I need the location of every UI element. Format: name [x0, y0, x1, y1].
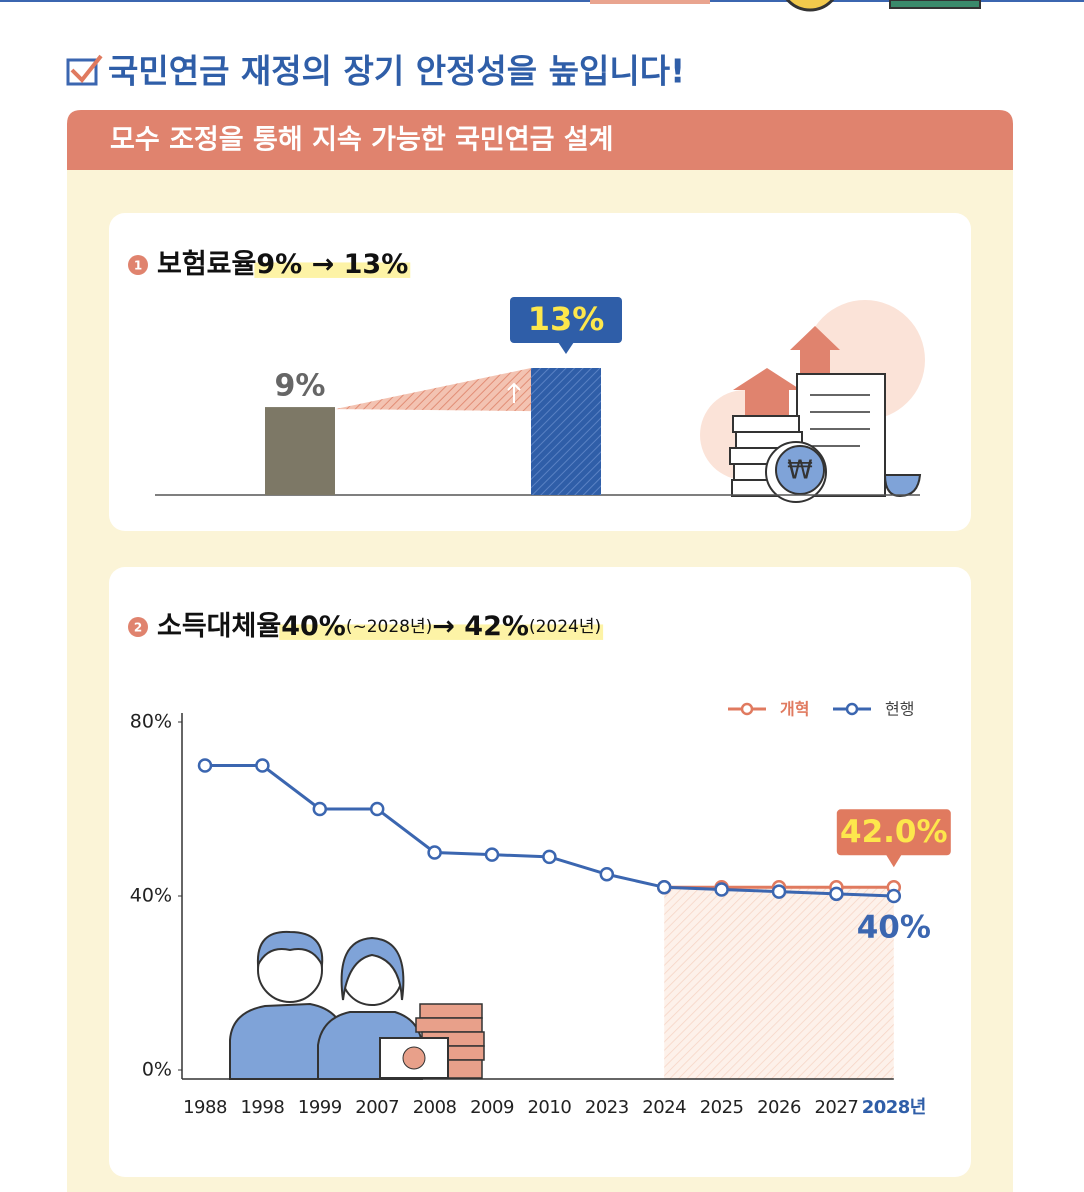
x-tick-label: 2026	[757, 1097, 801, 1118]
x-tick-label: 2025	[700, 1097, 744, 1118]
x-tick-label: 2010	[527, 1097, 571, 1118]
bar	[265, 407, 335, 495]
x-tick-label: 2023	[585, 1097, 629, 1118]
marker	[542, 849, 557, 865]
marker	[427, 845, 442, 860]
legend-marker	[845, 702, 859, 716]
marker	[599, 867, 615, 882]
highlight	[279, 624, 604, 640]
marker	[312, 801, 328, 817]
projection-area	[664, 887, 894, 1079]
money-illustration: ₩	[700, 300, 925, 503]
title-part: 40%	[281, 611, 346, 642]
marker	[656, 880, 672, 895]
y-tick-label: 0%	[142, 1059, 172, 1081]
badge	[128, 617, 148, 637]
chart-title: 보험료율9% → 13%	[157, 249, 408, 280]
title-part: (~2028년)	[346, 617, 432, 637]
legend-label: 현행	[885, 700, 914, 719]
heading: 국민연금 재정의 장기 안정성을 높입니다!	[108, 52, 685, 91]
marker	[369, 801, 385, 817]
callout-tip	[885, 854, 902, 868]
title-part: (2024년)	[529, 617, 601, 637]
highlight	[254, 262, 411, 278]
x-tick-label: 1998	[240, 1097, 284, 1118]
banner-text: 모수 조정을 통해 지속 가능한 국민연금 설계	[110, 125, 614, 156]
legend-marker	[740, 702, 754, 716]
marker	[255, 758, 270, 773]
marker	[771, 884, 787, 899]
marker	[829, 886, 844, 902]
value-label: 13%	[528, 300, 605, 338]
increase-wedge	[335, 368, 531, 412]
badge-label: 1	[134, 259, 142, 273]
x-tick-label: 1999	[298, 1097, 342, 1118]
x-tick-label: 2007	[355, 1097, 399, 1118]
x-tick-label: 2008	[413, 1097, 457, 1118]
callout	[510, 297, 622, 343]
title-part: 소득대체율	[157, 611, 281, 642]
title-part: 보험료율	[157, 249, 256, 280]
value-label: 40%	[857, 910, 931, 946]
x-tick-label: 2028년	[862, 1097, 926, 1118]
svg-text:₩: ₩	[787, 456, 813, 486]
badge-label: 2	[134, 621, 142, 635]
top-rule	[0, 0, 1084, 2]
value-label: 42.0%	[840, 814, 948, 850]
marker	[197, 758, 213, 773]
marker	[484, 847, 500, 862]
bar	[531, 368, 601, 495]
callout-tip	[558, 342, 574, 354]
callout	[836, 809, 951, 856]
banner	[67, 110, 1013, 170]
badge	[128, 255, 148, 275]
marker	[714, 882, 729, 897]
top-illustration	[590, 0, 981, 12]
legend-label: 개혁	[780, 700, 809, 719]
y-tick-label: 80%	[130, 711, 172, 733]
chart-title: 소득대체율40%(~2028년)→ 42%(2024년)	[157, 611, 601, 642]
title-part: 9% → 13%	[256, 249, 408, 280]
x-tick-label: 2009	[470, 1097, 514, 1118]
elderly-illustration	[229, 930, 485, 1080]
title-part: 42%	[464, 611, 529, 642]
title-part: →	[432, 611, 464, 642]
x-tick-label: 2027	[814, 1097, 858, 1118]
x-tick-label: 1988	[183, 1097, 227, 1118]
check-icon	[66, 54, 103, 86]
value-label: 9%	[275, 369, 326, 404]
arrow	[507, 382, 521, 404]
marker	[886, 888, 902, 904]
card	[109, 567, 971, 1177]
y-tick-label: 40%	[130, 885, 172, 907]
x-tick-label: 2024	[642, 1097, 686, 1118]
